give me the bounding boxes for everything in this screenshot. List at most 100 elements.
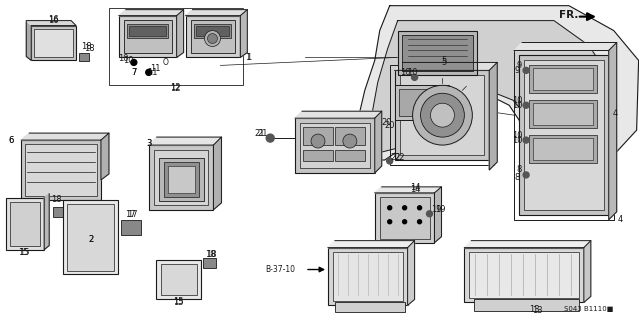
Text: 2: 2 — [88, 235, 93, 244]
Polygon shape — [584, 241, 591, 302]
Bar — [193, 24, 232, 38]
Circle shape — [403, 220, 406, 224]
Bar — [303, 127, 333, 145]
Text: 8: 8 — [515, 174, 520, 182]
Bar — [21, 140, 101, 200]
Text: 10: 10 — [124, 56, 134, 65]
Text: 13: 13 — [532, 306, 542, 315]
Polygon shape — [148, 137, 221, 145]
Circle shape — [387, 158, 393, 164]
Circle shape — [523, 102, 529, 108]
Circle shape — [426, 211, 433, 217]
Text: 6: 6 — [9, 136, 14, 145]
Text: 15: 15 — [19, 248, 29, 257]
Circle shape — [146, 70, 152, 75]
Circle shape — [417, 206, 422, 210]
Polygon shape — [489, 63, 497, 170]
Bar — [156, 260, 200, 300]
Polygon shape — [241, 10, 247, 57]
Circle shape — [420, 93, 465, 137]
Polygon shape — [295, 111, 381, 118]
Bar — [300, 123, 370, 168]
Text: 12: 12 — [170, 83, 181, 92]
Bar — [161, 263, 196, 295]
Circle shape — [266, 134, 274, 142]
Text: S043 B1110■: S043 B1110■ — [564, 306, 613, 312]
Text: 4: 4 — [618, 215, 623, 224]
Bar — [79, 54, 89, 62]
Polygon shape — [408, 241, 415, 305]
Text: 22: 22 — [395, 152, 405, 161]
Polygon shape — [395, 63, 497, 70]
Text: 18: 18 — [84, 44, 94, 53]
Polygon shape — [101, 133, 109, 180]
Bar — [524, 60, 604, 210]
Bar — [121, 220, 141, 235]
Bar — [63, 200, 118, 274]
Text: 11: 11 — [150, 64, 161, 73]
Text: 8: 8 — [516, 166, 522, 174]
Bar — [154, 150, 209, 205]
Bar — [529, 135, 596, 163]
Text: FR.: FR. — [559, 10, 579, 20]
Text: 18: 18 — [206, 250, 217, 259]
Polygon shape — [26, 22, 31, 60]
Circle shape — [388, 206, 392, 210]
Bar — [529, 65, 596, 93]
Circle shape — [412, 74, 417, 80]
Text: 22: 22 — [390, 152, 401, 161]
Polygon shape — [119, 10, 184, 16]
Circle shape — [343, 134, 357, 148]
Bar — [390, 65, 494, 165]
Text: 10: 10 — [512, 101, 522, 110]
Bar — [148, 145, 214, 210]
Bar — [109, 8, 243, 85]
Circle shape — [413, 85, 472, 145]
Text: 12: 12 — [170, 84, 181, 93]
Polygon shape — [372, 21, 609, 152]
Bar — [119, 16, 177, 57]
Bar — [529, 100, 596, 128]
Bar — [202, 257, 216, 268]
Polygon shape — [514, 42, 617, 50]
Bar — [6, 198, 44, 249]
Text: 19: 19 — [431, 205, 442, 214]
Polygon shape — [609, 42, 617, 220]
Bar — [35, 29, 73, 57]
Text: 14: 14 — [410, 183, 421, 192]
Bar — [31, 26, 76, 60]
Text: 2: 2 — [88, 235, 93, 244]
Bar — [335, 302, 404, 312]
Text: 15: 15 — [173, 298, 184, 307]
Bar — [335, 127, 365, 145]
Bar — [196, 26, 229, 35]
Bar — [164, 162, 198, 197]
Bar — [399, 89, 445, 116]
Text: 13: 13 — [529, 305, 540, 314]
Text: 18: 18 — [205, 250, 216, 259]
Bar — [159, 158, 204, 201]
Circle shape — [388, 220, 392, 224]
Text: 1: 1 — [244, 53, 250, 62]
Bar — [127, 24, 168, 38]
Circle shape — [131, 59, 137, 65]
Text: 5: 5 — [442, 56, 447, 65]
Bar — [129, 26, 166, 35]
Text: 6: 6 — [9, 136, 14, 145]
Polygon shape — [328, 241, 415, 248]
Circle shape — [403, 206, 406, 210]
Bar — [191, 19, 236, 54]
Text: O: O — [163, 58, 168, 67]
Text: 11: 11 — [147, 68, 158, 77]
Text: 10: 10 — [511, 130, 522, 140]
Bar — [10, 202, 40, 246]
Polygon shape — [186, 10, 247, 16]
Bar — [380, 197, 429, 239]
Bar — [67, 204, 114, 271]
Bar — [533, 103, 593, 125]
Bar — [469, 252, 579, 298]
Bar — [124, 19, 172, 54]
Bar — [375, 193, 435, 243]
Bar — [295, 118, 375, 173]
Text: 18: 18 — [81, 42, 92, 51]
